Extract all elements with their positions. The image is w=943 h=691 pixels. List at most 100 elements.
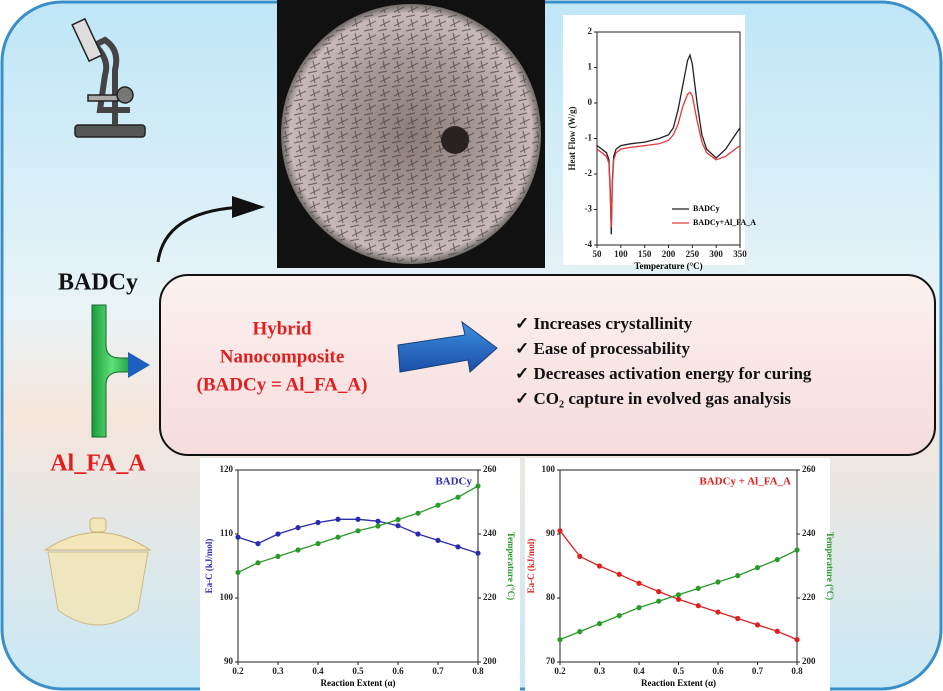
y-tick-label: 70 — [546, 656, 556, 666]
y-tick-label: -3 — [585, 204, 593, 214]
x-tick-label: 0.7 — [752, 666, 764, 676]
y-tick-label: 120 — [220, 464, 234, 474]
data-point — [255, 560, 260, 565]
x-tick-label: 300 — [709, 249, 723, 259]
data-point — [255, 541, 260, 546]
data-point — [617, 613, 622, 618]
data-point — [315, 520, 320, 525]
data-point — [275, 531, 280, 536]
data-point — [415, 511, 420, 516]
x-tick-label: 0.2 — [232, 666, 244, 676]
x-tick-label: 0.5 — [352, 666, 364, 676]
y-tick-label: 100 — [220, 592, 234, 602]
y-tick-label: -1 — [585, 133, 593, 143]
data-point — [455, 495, 460, 500]
data-point — [315, 541, 320, 546]
y-axis-label: Heat Flow (W/g) — [567, 107, 577, 171]
x-tick-label: 0.3 — [272, 666, 284, 676]
x-axis-label: Temperature (°C) — [634, 261, 702, 271]
data-point — [475, 483, 480, 488]
data-point — [794, 547, 799, 552]
center-title: Hybrid — [252, 318, 312, 339]
y2-tick-label: 200 — [483, 656, 497, 666]
benefit: ✓ CO₂ capture in evolved gas analysis — [515, 389, 791, 408]
y-tick-label: 0 — [588, 97, 593, 107]
data-point — [475, 551, 480, 556]
annotation: BADCy — [435, 476, 472, 488]
data-point — [636, 581, 641, 586]
data-point — [735, 573, 740, 578]
data-point — [794, 637, 799, 642]
y-tick-label: 100 — [542, 464, 556, 474]
data-point — [696, 586, 701, 591]
data-point — [617, 572, 622, 577]
data-point — [435, 538, 440, 543]
y2-axis-label: Temperature (°C) — [825, 532, 835, 600]
y2-tick-label: 200 — [802, 656, 816, 666]
data-point — [696, 603, 701, 608]
ea-panel — [200, 458, 520, 691]
y-tick-label: 90 — [224, 656, 234, 666]
x-tick-label: 0.6 — [392, 666, 404, 676]
data-point — [335, 517, 340, 522]
data-point — [557, 637, 562, 642]
data-point — [335, 535, 340, 540]
x-tick-label: 0.8 — [791, 666, 803, 676]
data-point — [597, 621, 602, 626]
data-point — [275, 554, 280, 559]
annotation: BADCy + Al_FA_A — [699, 476, 791, 488]
y2-tick-label: 240 — [483, 528, 497, 538]
x-tick-label: 250 — [686, 249, 700, 259]
data-point — [415, 531, 420, 536]
data-point — [295, 547, 300, 552]
data-point — [775, 629, 780, 634]
y-tick-label: -4 — [585, 239, 593, 249]
y2-axis-label: Temperature (°C) — [506, 532, 516, 600]
data-point — [375, 519, 380, 524]
y2-tick-label: 260 — [802, 464, 816, 474]
x-axis-label: Reaction Extent (α) — [641, 678, 716, 688]
center-title: (BADCy = Al_FA_A) — [197, 374, 368, 395]
x-tick-label: 150 — [638, 249, 652, 259]
x-axis-label: Reaction Extent (α) — [320, 678, 395, 688]
x-tick-label: 0.4 — [633, 666, 645, 676]
benefit: ✓ Decreases activation energy for curing — [515, 364, 812, 383]
data-point — [375, 523, 380, 528]
data-point — [395, 523, 400, 528]
data-point — [557, 528, 562, 533]
x-tick-label: 0.5 — [673, 666, 685, 676]
x-tick-label: 50 — [593, 249, 603, 259]
data-point — [355, 517, 360, 522]
data-point — [755, 622, 760, 627]
y2-tick-label: 240 — [802, 528, 816, 538]
y2-tick-label: 220 — [802, 592, 816, 602]
x-tick-label: 0.4 — [312, 666, 324, 676]
y-tick-label: -2 — [585, 168, 593, 178]
label-al-fa-a: Al_FA_A — [50, 451, 146, 477]
data-point — [676, 597, 681, 602]
data-point — [715, 609, 720, 614]
data-point — [676, 592, 681, 597]
graphical-abstract: BADCy Al_FA_A Hybrid Nanocomposite (BADC… — [0, 0, 943, 691]
y-tick-label: 2 — [588, 26, 593, 36]
data-point — [435, 503, 440, 508]
data-point — [455, 544, 460, 549]
legend-label: BADCy — [693, 204, 720, 213]
data-point — [295, 525, 300, 530]
data-point — [775, 557, 780, 562]
ea-panel — [525, 458, 830, 691]
x-tick-label: 0.7 — [432, 666, 444, 676]
y-axis-label: Ea-C (kJ/mol) — [204, 539, 214, 594]
x-tick-label: 0.8 — [472, 666, 484, 676]
x-tick-label: 0.2 — [554, 666, 566, 676]
x-tick-label: 100 — [614, 249, 628, 259]
y-tick-label: 110 — [220, 528, 234, 538]
data-point — [597, 563, 602, 568]
y2-tick-label: 220 — [483, 592, 497, 602]
data-point — [235, 535, 240, 540]
y-tick-label: 1 — [588, 62, 593, 72]
data-point — [755, 565, 760, 570]
y-tick-label: 80 — [546, 592, 556, 602]
label-badcy: BADCy — [58, 270, 138, 296]
benefit: ✓ Increases crystallinity — [515, 314, 693, 333]
